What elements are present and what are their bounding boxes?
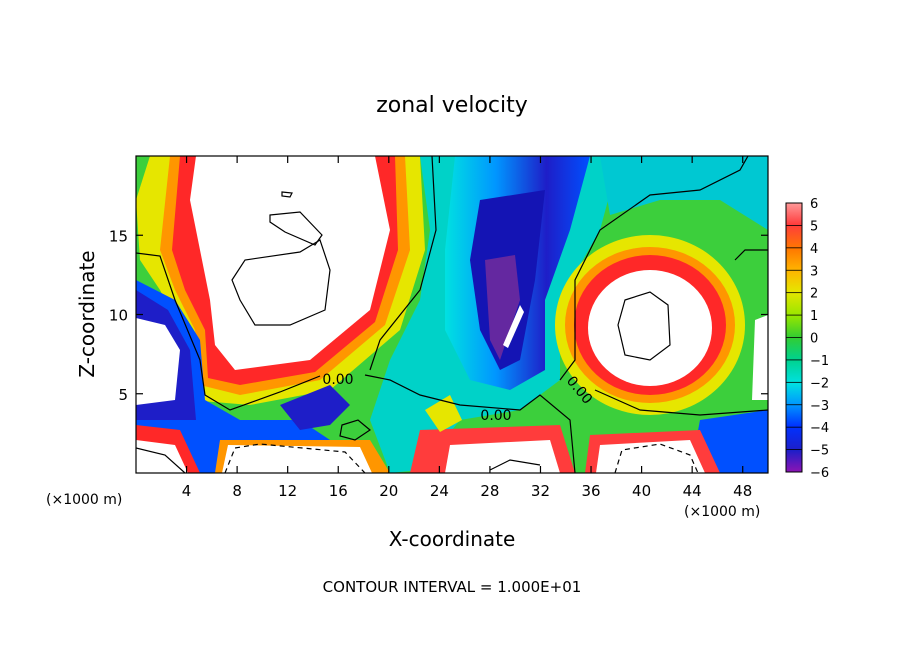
y-axis-label: Z-coordinate [75,250,99,377]
field-region-yellow-bump [425,395,462,432]
colorbar-tick-label: 1 [810,309,818,324]
contour-zero-right [559,156,749,381]
contour-bottom-left [136,447,186,473]
colorbar-tick-label: −6 [810,466,829,481]
contour-label: 0.00 [322,372,353,388]
x-tick-label: 24 [430,482,449,500]
colorbar-tick-label: 0 [810,332,818,347]
contour-label: 0.00 [480,408,511,424]
contour-zero-upper [369,156,437,371]
field-region-bottom-right-white [596,440,705,473]
x-tick-label: 36 [581,482,600,500]
colorbar-tick-label: 5 [810,219,818,234]
contour-bottom-right [734,249,768,261]
field-region-bottom-center-white [445,440,560,473]
contour-bottom-center [489,459,541,471]
contour-zero-right-lower [594,389,768,416]
field-region-right-top-cool [600,156,768,230]
field-region-left-white [190,156,390,370]
field-region-right-white [588,270,712,386]
contour-small-loop-1 [281,191,293,198]
contour-left-inner-2 [269,211,323,246]
x-tick-label: 28 [480,482,499,500]
contour-dashed-left [224,443,366,473]
colorbar-tick-label: −5 [810,444,829,459]
field-region-left-bottom-white [136,318,180,405]
x-tick-label: 32 [531,482,550,500]
colorbar-tick-label: −2 [810,376,829,391]
x-tick-label: 44 [683,482,702,500]
x-axis: 4 8 12 16 20 24 28 32 36 40 44 48 [182,156,752,500]
x-axis-label: X-coordinate [389,527,516,551]
y-tick-label: 5 [118,386,128,404]
contour-right-inner [617,291,671,361]
colorbar-tick-label: 2 [810,287,818,302]
colorbar-tick-label: −3 [810,399,829,414]
x-tick-label: 16 [329,482,348,500]
x-tick-label: 4 [182,482,192,500]
x-tick-label: 20 [379,482,398,500]
colorbar-tick-label: −4 [810,421,829,436]
y-axis: 5 10 15 [109,227,768,404]
x-unit-left: (×1000 m) [46,492,122,508]
field-region-mid-blue-blob [280,385,350,430]
chart-title: zonal velocity [376,93,528,118]
colorbar-ticks: 6 5 4 3 2 1 0 −1 −2 −3 −4 −5 −6 [786,197,829,481]
y-tick-label: 15 [109,227,128,245]
field-region-central-purple [485,255,520,360]
colorbar-tick-label: 4 [810,242,818,257]
contour-small-loop-2 [339,419,372,441]
x-tick-label: 40 [632,482,651,500]
contour-zero-left [136,252,321,411]
field-region-central-white-sliver [503,305,524,348]
x-tick-label: 48 [733,482,752,500]
colorbar-tick-label: 3 [810,264,818,279]
contour-dashed-right [614,443,699,473]
contour-lines [136,156,768,473]
colorbar-tick-label: −1 [810,354,829,369]
contour-zero-mid [364,374,576,473]
y-tick-label: 10 [109,307,128,325]
colorbar: 6 5 4 3 2 1 0 −1 −2 −3 −4 −5 −6 [785,197,829,481]
x-tick-label: 12 [278,482,297,500]
field-region-right-edge-white [752,315,768,400]
colorbar-tick-label: 6 [810,197,818,212]
plot-area [136,156,768,473]
field-region-bottom-mid-white [222,445,372,473]
x-tick-label: 8 [232,482,242,500]
contour-left-inner [231,239,331,326]
x-unit-right: (×1000 m) [684,504,760,520]
contour-interval-note: CONTOUR INTERVAL = 1.000E+01 [323,578,582,596]
